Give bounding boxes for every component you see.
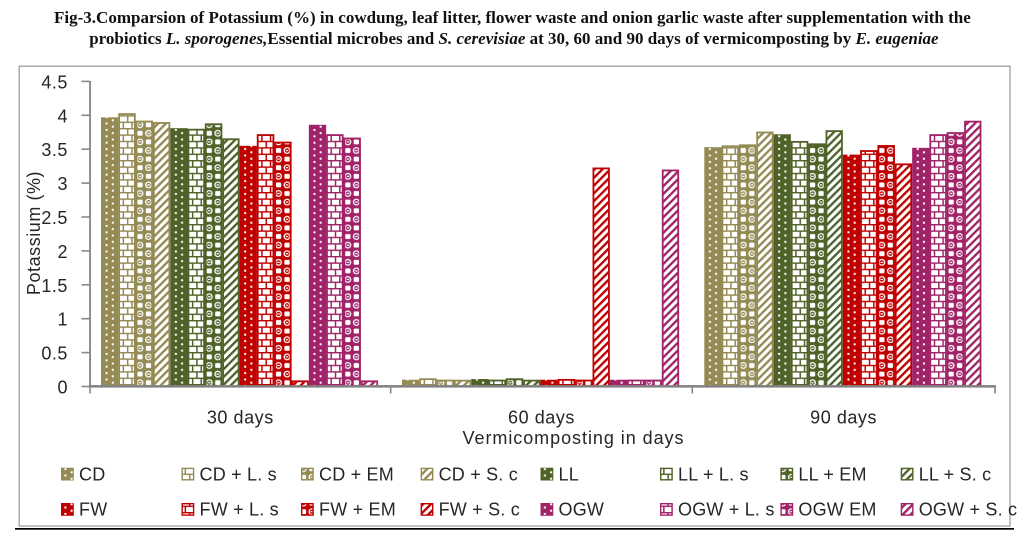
svg-text:CD: CD xyxy=(79,464,105,484)
svg-text:FW + S. c: FW + S. c xyxy=(439,500,520,520)
svg-text:2.5: 2.5 xyxy=(41,208,68,228)
svg-text:1: 1 xyxy=(57,310,68,330)
svg-text:OGW + L. s: OGW + L. s xyxy=(678,500,775,520)
svg-text:FW: FW xyxy=(79,500,107,520)
svg-text:probiotics L. sporogenes,Essen: probiotics L. sporogenes,Essential micro… xyxy=(89,29,939,48)
svg-text:OGW: OGW xyxy=(559,500,605,520)
svg-text:0: 0 xyxy=(57,378,68,398)
svg-text:CD + L. s: CD + L. s xyxy=(200,464,277,484)
svg-text:Potassium (%): Potassium (%) xyxy=(24,171,44,295)
svg-text:FW + L. s: FW + L. s xyxy=(200,500,279,520)
svg-text:0.5: 0.5 xyxy=(41,344,68,364)
svg-text:FW + EM: FW + EM xyxy=(319,500,396,520)
svg-text:LL + S. c: LL + S. c xyxy=(919,464,992,484)
svg-text:60 days: 60 days xyxy=(508,407,575,427)
svg-text:LL + L. s: LL + L. s xyxy=(678,464,749,484)
svg-text:CD + S. c: CD + S. c xyxy=(439,464,518,484)
svg-text:30 days: 30 days xyxy=(207,407,274,427)
svg-text:Fig-3.Comparsion of Potassium: Fig-3.Comparsion of Potassium (%) in cow… xyxy=(54,8,971,27)
svg-text:CD + EM: CD + EM xyxy=(319,464,394,484)
svg-text:3.5: 3.5 xyxy=(41,140,68,160)
svg-text:LL + EM: LL + EM xyxy=(798,464,866,484)
svg-text:2: 2 xyxy=(57,242,68,262)
svg-text:4.5: 4.5 xyxy=(41,72,68,92)
svg-text:3: 3 xyxy=(57,174,68,194)
svg-text:OGW + S. c: OGW + S. c xyxy=(919,500,1018,520)
svg-text:Vermicomposting in days: Vermicomposting in days xyxy=(463,428,685,448)
svg-text:4: 4 xyxy=(57,106,68,126)
svg-text:OGW EM: OGW EM xyxy=(798,500,876,520)
svg-text:1.5: 1.5 xyxy=(41,276,68,296)
svg-text:LL: LL xyxy=(559,464,579,484)
svg-text:90 days: 90 days xyxy=(810,407,877,427)
